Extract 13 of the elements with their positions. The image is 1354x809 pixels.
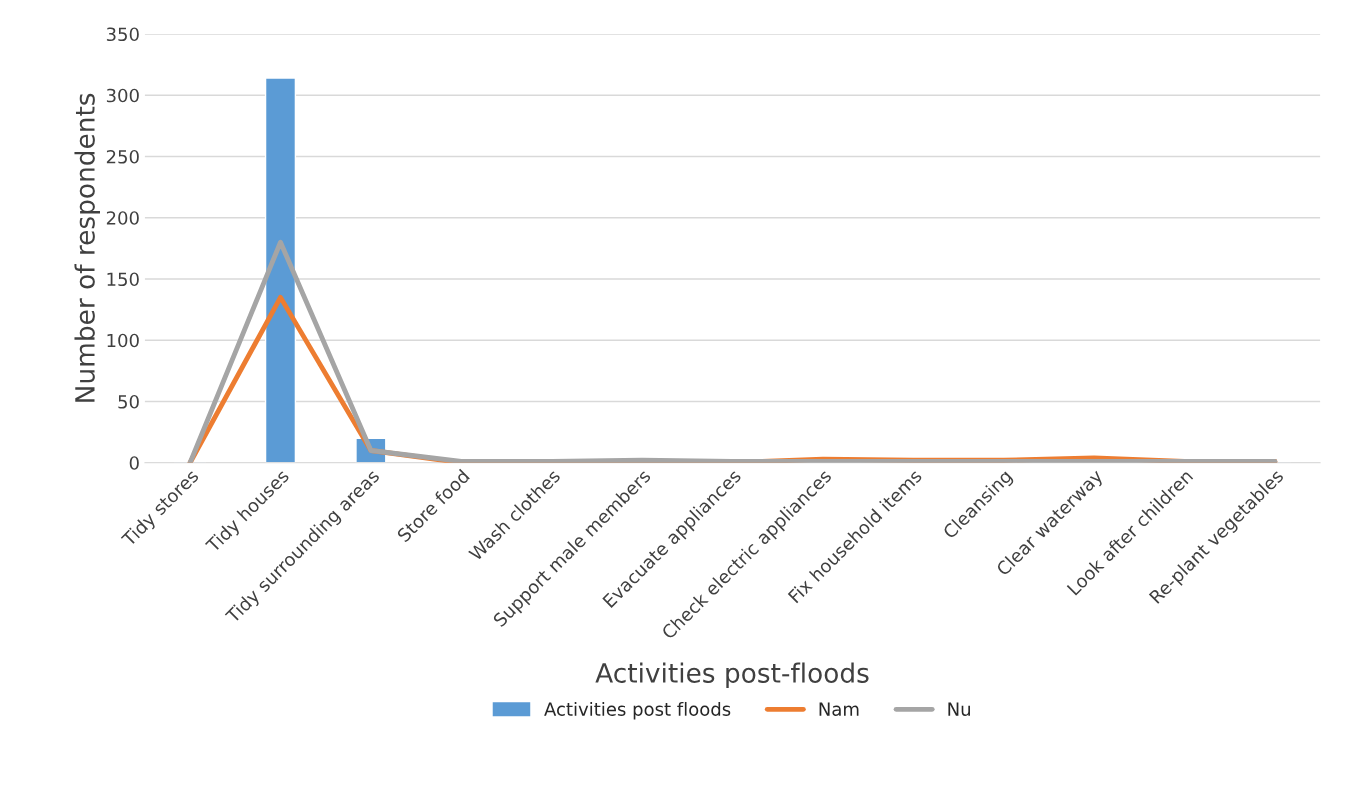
y-tick-label: 0 [129, 456, 139, 470]
y-tick-label: 150 [107, 272, 139, 287]
y-tick-label: 200 [106, 211, 139, 225]
y-tick-label: 300 [106, 88, 139, 103]
legend-label: Activities post floods [544, 701, 731, 720]
y-axis-title: Number of respondents [74, 93, 100, 402]
y-tick-label: 50 [118, 394, 139, 409]
legend-label: Nam [819, 702, 859, 716]
y-tick-label: 350 [106, 27, 139, 42]
y-tick-label: 100 [107, 333, 139, 348]
legend-label: Nu [948, 702, 970, 716]
x-axis-title: Activities post-floods [595, 662, 869, 689]
y-tick-label: 250 [106, 149, 139, 164]
